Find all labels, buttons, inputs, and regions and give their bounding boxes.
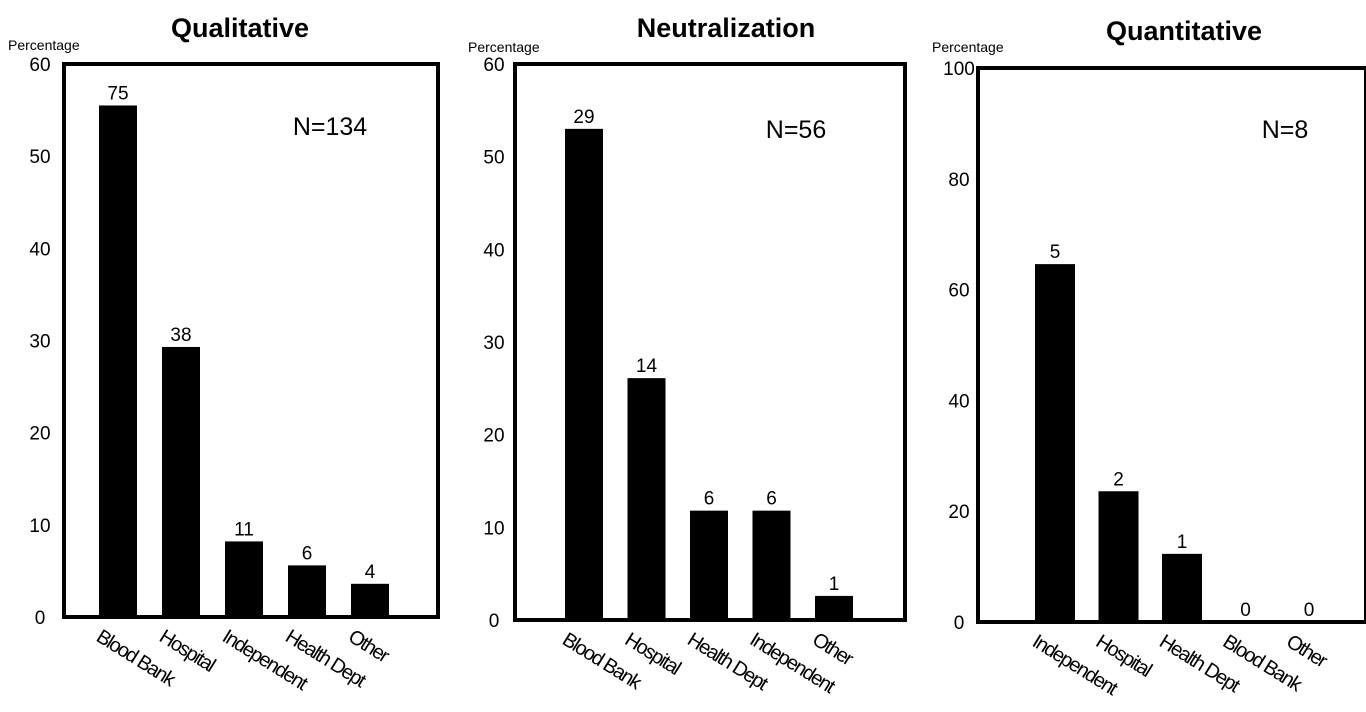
- y-tick-label: 20: [948, 502, 969, 523]
- y-tick-label: 60: [948, 281, 969, 302]
- y-tick-label: 50: [29, 147, 50, 168]
- y-tick-label: 0: [35, 608, 46, 629]
- y-tick-label: 0: [954, 613, 965, 634]
- chart-panel-0: QualitativePercentage010203040506075Bloo…: [8, 13, 440, 695]
- data-label: 0: [1304, 600, 1315, 621]
- y-axis-label: Percentage: [932, 39, 1004, 55]
- chart-title: Quantitative: [1106, 16, 1262, 46]
- data-label: 29: [573, 107, 594, 128]
- chart-title: Qualitative: [171, 13, 309, 43]
- y-tick-label: 40: [483, 240, 504, 261]
- sample-size-annotation: N=134: [293, 113, 367, 141]
- data-label: 6: [704, 489, 715, 510]
- y-tick-label: 20: [29, 424, 50, 445]
- plot-frame: [513, 62, 907, 622]
- bar-4: [815, 595, 853, 620]
- data-label: 1: [829, 574, 840, 595]
- bar-2: [690, 510, 728, 620]
- data-label: 0: [1240, 600, 1251, 621]
- plot-frame: [62, 62, 440, 619]
- data-label: 6: [766, 489, 777, 510]
- data-label: 5: [1050, 242, 1061, 263]
- data-label: 14: [636, 356, 658, 377]
- bar-0: [99, 105, 137, 617]
- bar-0: [565, 128, 603, 620]
- chart-panel-2: QuantitativePercentage0204060801005Indep…: [932, 16, 1366, 700]
- data-label: 75: [107, 83, 128, 104]
- y-tick-label: 30: [483, 333, 504, 354]
- data-label: 6: [302, 543, 313, 564]
- chart-title: Neutralization: [637, 13, 816, 43]
- data-label: 38: [170, 325, 191, 346]
- bar-1: [1098, 491, 1139, 622]
- y-tick-label: 100: [943, 59, 975, 80]
- y-tick-label: 60: [483, 55, 504, 76]
- bar-2: [1162, 553, 1202, 622]
- x-category-label: Other: [1282, 631, 1331, 673]
- sample-size-annotation: N=56: [766, 116, 826, 144]
- bar-3: [752, 510, 791, 620]
- bar-1: [627, 378, 666, 620]
- chart-panel-1: NeutralizationPercentage010203040506029B…: [468, 13, 907, 698]
- bar-1: [162, 346, 200, 617]
- y-axis-label: Percentage: [468, 39, 540, 55]
- y-tick-label: 50: [483, 148, 504, 169]
- data-label: 11: [234, 519, 254, 540]
- data-label: 4: [365, 562, 376, 583]
- data-label: 2: [1113, 469, 1124, 490]
- y-tick-label: 20: [483, 426, 504, 447]
- data-label: 1: [1177, 532, 1188, 553]
- y-tick-label: 60: [29, 55, 50, 76]
- y-tick-label: 40: [29, 239, 50, 260]
- plot-frame: [976, 66, 1366, 624]
- y-tick-label: 30: [29, 332, 50, 353]
- y-tick-label: 10: [483, 518, 504, 539]
- bar-3: [288, 565, 326, 617]
- bar-0: [1035, 264, 1075, 622]
- bar-4: [351, 583, 389, 617]
- y-tick-label: 10: [29, 516, 50, 537]
- bar-2: [225, 541, 263, 617]
- y-axis-label: Percentage: [8, 37, 80, 53]
- y-tick-label: 0: [489, 611, 500, 632]
- y-tick-label: 40: [948, 391, 969, 412]
- y-tick-label: 80: [948, 170, 969, 191]
- sample-size-annotation: N=8: [1262, 116, 1309, 144]
